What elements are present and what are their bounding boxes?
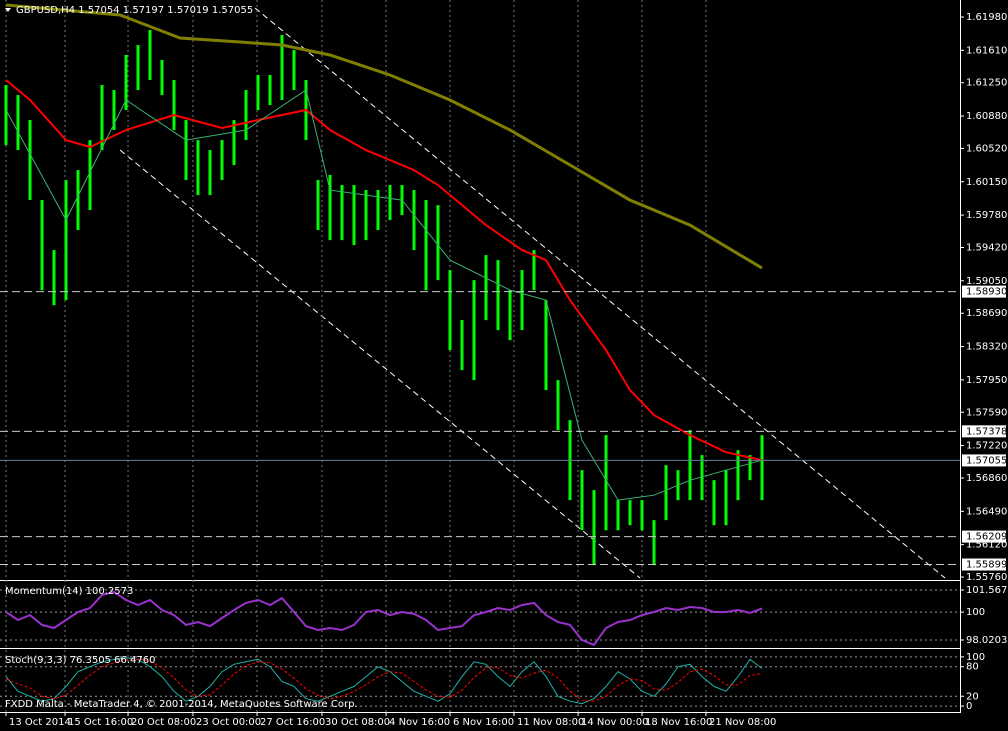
y-tick-label: 1.57590 <box>966 407 1007 418</box>
y-tick-label: 1.60520 <box>966 143 1007 154</box>
price-level-box <box>962 454 1006 467</box>
y-tick-label: 1.57950 <box>966 375 1007 386</box>
y-tick-label: 1.57220 <box>966 441 1007 452</box>
x-tick-label: 14 Nov 00:00 <box>581 717 648 728</box>
price-level-label: 1.58930 <box>966 287 1007 298</box>
channel <box>119 7 946 579</box>
y-tick-label: 1.60150 <box>966 177 1007 188</box>
price-level-box <box>962 558 1006 571</box>
y-tick-label: 0 <box>966 701 972 712</box>
price-level-label: 1.57378 <box>966 426 1007 437</box>
y-tick-label: 1.60880 <box>966 111 1007 122</box>
x-tick-label: 27 Oct 16:00 <box>260 717 325 728</box>
y-tick-label: 1.56120 <box>966 540 1007 551</box>
y-tick-label: 1.61610 <box>966 45 1007 56</box>
y-tick-label: 1.58690 <box>966 308 1007 319</box>
x-tick-label: 30 Oct 08:00 <box>325 717 390 728</box>
price-level-label: 1.56209 <box>966 532 1007 543</box>
price-level-label: 1.55899 <box>966 560 1007 571</box>
x-tick-label: 23 Oct 00:00 <box>196 717 261 728</box>
x-tick-label: 15 Oct 16:00 <box>68 717 133 728</box>
y-tick-label: 80 <box>966 662 979 673</box>
y-tick-label: 1.59780 <box>966 210 1007 221</box>
x-tick-label: 13 Oct 2014 <box>9 717 71 728</box>
moving-average <box>5 89 763 501</box>
chart-title: GBPUSD,H4 1.57054 1.57197 1.57019 1.5705… <box>16 5 253 16</box>
price-level-box <box>962 425 1006 438</box>
price-level-box <box>962 530 1006 543</box>
x-tick-label: 18 Nov 16:00 <box>645 717 712 728</box>
moving-average <box>5 79 763 462</box>
y-tick-label: 1.58320 <box>966 342 1007 353</box>
indicator-line <box>5 657 763 705</box>
price-pane <box>4 3 764 566</box>
y-tick-label: 98.0203 <box>966 635 1007 646</box>
y-tick-label: 1.61980 <box>966 12 1007 23</box>
channel-lower <box>119 149 641 579</box>
x-tick-label: 4 Nov 16:00 <box>389 717 450 728</box>
pane-title: Stoch(9,3,3) 76.3505 66.4760 <box>5 655 156 666</box>
pane-title: Momentum(14) 100.2573 <box>5 586 133 597</box>
footer: FXDD Malta - MetaTrader 4, © 2001-2014, … <box>5 699 358 710</box>
indicator-line <box>5 590 763 647</box>
x-tick-label: 6 Nov 16:00 <box>453 717 514 728</box>
indicator-line <box>5 658 763 702</box>
y-tick-label: 100 <box>966 652 985 663</box>
y-tick-label: 101.5673 <box>966 585 1008 596</box>
y-tick-label: 1.59050 <box>966 276 1007 287</box>
x-tick-label: 20 Oct 08:00 <box>131 717 196 728</box>
y-tick-label: 1.55760 <box>966 572 1007 583</box>
y-tick-label: 1.61250 <box>966 78 1007 89</box>
y-tick-label: 1.56860 <box>966 473 1007 484</box>
x-tick-label: 11 Nov 08:00 <box>517 717 584 728</box>
price-level-label: 1.57055 <box>966 455 1007 466</box>
symbol-menu-arrow[interactable] <box>5 8 11 12</box>
x-tick-label: 21 Nov 08:00 <box>709 717 776 728</box>
y-tick-label: 1.56490 <box>966 506 1007 517</box>
price-level-box <box>962 285 1006 298</box>
moving-average <box>5 3 763 270</box>
y-tick-label: 20 <box>966 691 979 702</box>
y-tick-label: 100 <box>966 607 985 618</box>
channel-upper <box>254 7 946 579</box>
y-tick-label: 1.59420 <box>966 243 1007 254</box>
